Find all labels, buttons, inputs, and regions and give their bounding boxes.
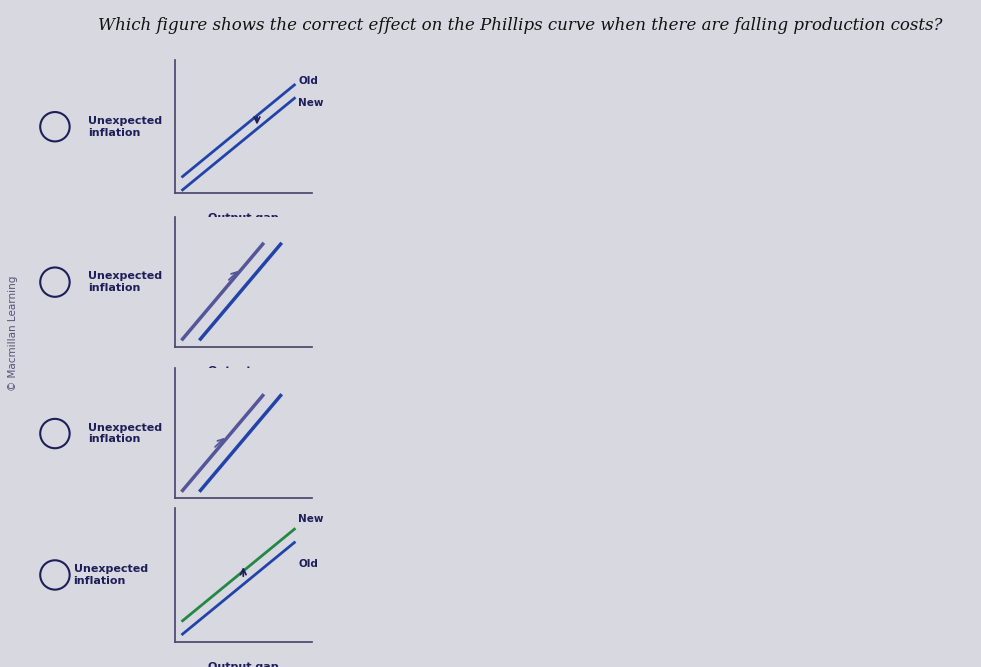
Text: Output gap: Output gap [208, 213, 279, 223]
Text: Unexpected
inflation: Unexpected inflation [74, 564, 148, 586]
Text: Output gap: Output gap [208, 366, 279, 376]
Text: Unexpected
inflation: Unexpected inflation [88, 423, 163, 444]
Text: Output gap: Output gap [208, 518, 279, 528]
Text: New: New [298, 514, 324, 524]
Text: New: New [298, 98, 324, 107]
Text: Old: Old [298, 560, 318, 569]
Text: © Macmillan Learning: © Macmillan Learning [8, 276, 18, 391]
Text: Unexpected
inflation: Unexpected inflation [88, 271, 163, 293]
Text: Output gap: Output gap [208, 662, 279, 667]
Text: Which figure shows the correct effect on the Phillips curve when there are falli: Which figure shows the correct effect on… [98, 17, 942, 33]
Text: Old: Old [298, 77, 318, 86]
Text: Unexpected
inflation: Unexpected inflation [88, 116, 163, 137]
